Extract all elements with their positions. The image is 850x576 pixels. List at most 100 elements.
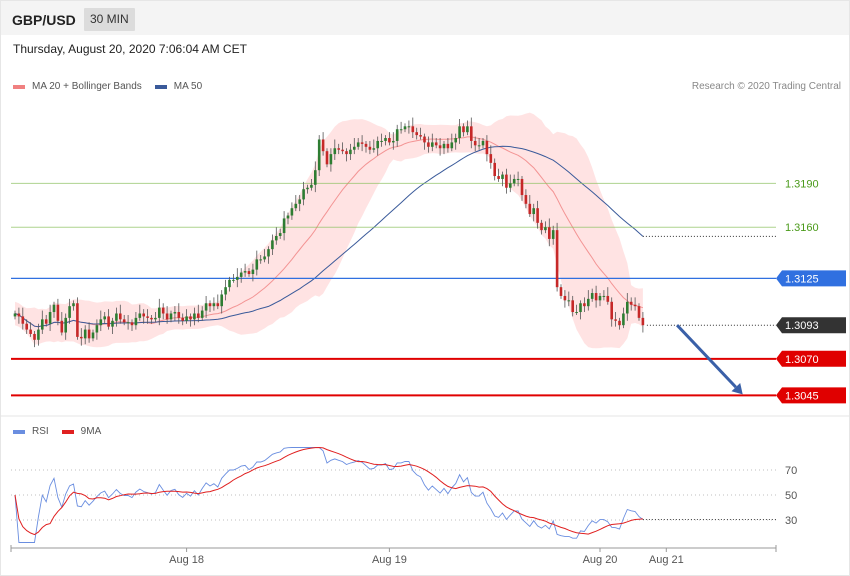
candle-body — [520, 178, 524, 196]
candle-body — [395, 129, 399, 141]
ma50-swatch — [154, 84, 167, 89]
candle-body — [302, 189, 305, 200]
candle-body — [158, 307, 161, 318]
candle-body — [540, 222, 543, 231]
candle-body — [364, 143, 368, 147]
candle-body — [87, 329, 91, 339]
rsi-ma-legend-label: 9MA — [80, 426, 102, 437]
candle-body — [419, 135, 422, 137]
candle-body — [423, 136, 426, 143]
candle-body — [349, 149, 352, 155]
candle-body — [99, 319, 103, 326]
candle-body — [212, 303, 216, 307]
candle-body — [388, 138, 391, 143]
candle-body — [485, 140, 489, 155]
candle-body — [282, 218, 286, 234]
candle-body — [267, 249, 270, 257]
candle-body — [403, 126, 407, 130]
candle-body — [33, 333, 36, 340]
candle-body — [115, 313, 118, 321]
candle-body — [637, 306, 641, 318]
candle-body — [216, 303, 220, 307]
level-1-3190-label: 1.3190 — [785, 178, 819, 190]
candle-body — [21, 316, 25, 324]
candle-body — [189, 316, 192, 320]
candle-body — [130, 322, 134, 326]
candle-body — [76, 303, 79, 337]
candle-body — [392, 140, 395, 143]
candle-body — [41, 319, 44, 330]
candle-body — [232, 279, 235, 281]
candle-body — [505, 174, 508, 188]
rsi-ma-line — [14, 446, 643, 536]
candle-body — [415, 132, 418, 136]
price-legend: MA 20 + Bollinger Bands MA 50 — [13, 81, 202, 92]
candle-body — [337, 148, 340, 150]
candle-body — [220, 294, 223, 307]
candle-body — [197, 313, 200, 318]
candle-body — [298, 199, 301, 204]
candle-body — [563, 295, 567, 301]
level-1-3093-label: 1.3093 — [785, 320, 819, 332]
candle-body — [587, 298, 590, 307]
candle-body — [384, 138, 387, 141]
candle-body — [544, 227, 547, 231]
candle-body — [567, 300, 571, 302]
x-tick-label: Aug 21 — [649, 554, 684, 566]
candle-body — [516, 178, 520, 180]
candle-body — [532, 208, 535, 215]
candle-body — [239, 272, 243, 277]
candle-body — [95, 325, 99, 333]
candle-body — [290, 208, 294, 216]
bollinger-band — [15, 112, 643, 349]
level-1-3160-label: 1.3160 — [785, 222, 819, 234]
candles — [13, 117, 645, 348]
candle-body — [154, 317, 157, 320]
rsi-legend-label: RSI — [32, 426, 49, 437]
forecast-arrow-shaft — [676, 324, 737, 389]
candle-body — [470, 126, 473, 141]
candle-body — [126, 322, 130, 324]
candle-body — [399, 129, 403, 131]
level-1-3070-label: 1.3070 — [785, 354, 819, 366]
candle-body — [356, 142, 360, 147]
rsi-ma-swatch — [61, 429, 74, 434]
rsi-tick-50: 50 — [785, 490, 797, 502]
candle-body — [571, 300, 574, 313]
candle-body — [345, 151, 348, 155]
candle-body — [622, 313, 625, 326]
timeframe-button[interactable]: 30 MIN — [84, 8, 135, 31]
price-levels: 1.3190 1.3160 1.3125 1.3093 1.3070 1.3045 — [11, 178, 846, 404]
candle-body — [325, 151, 329, 165]
candle-body — [626, 301, 629, 314]
candle-body — [610, 301, 613, 320]
candle-body — [602, 295, 606, 297]
rsi-line — [14, 447, 644, 543]
candle-body — [275, 235, 278, 241]
candle-body — [142, 313, 145, 317]
candle-body — [473, 140, 477, 146]
candle-body — [598, 295, 602, 301]
rsi-legend: RSI 9MA — [13, 426, 101, 437]
candle-body — [559, 287, 563, 296]
candle-body — [512, 178, 516, 184]
candle-body — [594, 293, 598, 301]
symbol-title: GBP/USD — [12, 12, 76, 28]
candle-body — [161, 307, 165, 314]
candle-body — [614, 319, 617, 321]
candle-body — [528, 203, 532, 215]
candle-body — [306, 187, 309, 190]
candle-body — [454, 138, 457, 143]
ma20-legend-label: MA 20 + Bollinger Bands — [32, 81, 142, 92]
candle-body — [278, 233, 282, 236]
candle-body — [442, 143, 446, 149]
candle-body — [583, 303, 586, 307]
candle-body — [481, 140, 485, 146]
candle-body — [52, 304, 56, 313]
candle-body — [91, 332, 95, 339]
candle-body — [493, 162, 496, 177]
candle-body — [317, 139, 321, 171]
level-1-3125-label: 1.3125 — [785, 273, 819, 285]
level-1-3045-label: 1.3045 — [785, 390, 819, 402]
